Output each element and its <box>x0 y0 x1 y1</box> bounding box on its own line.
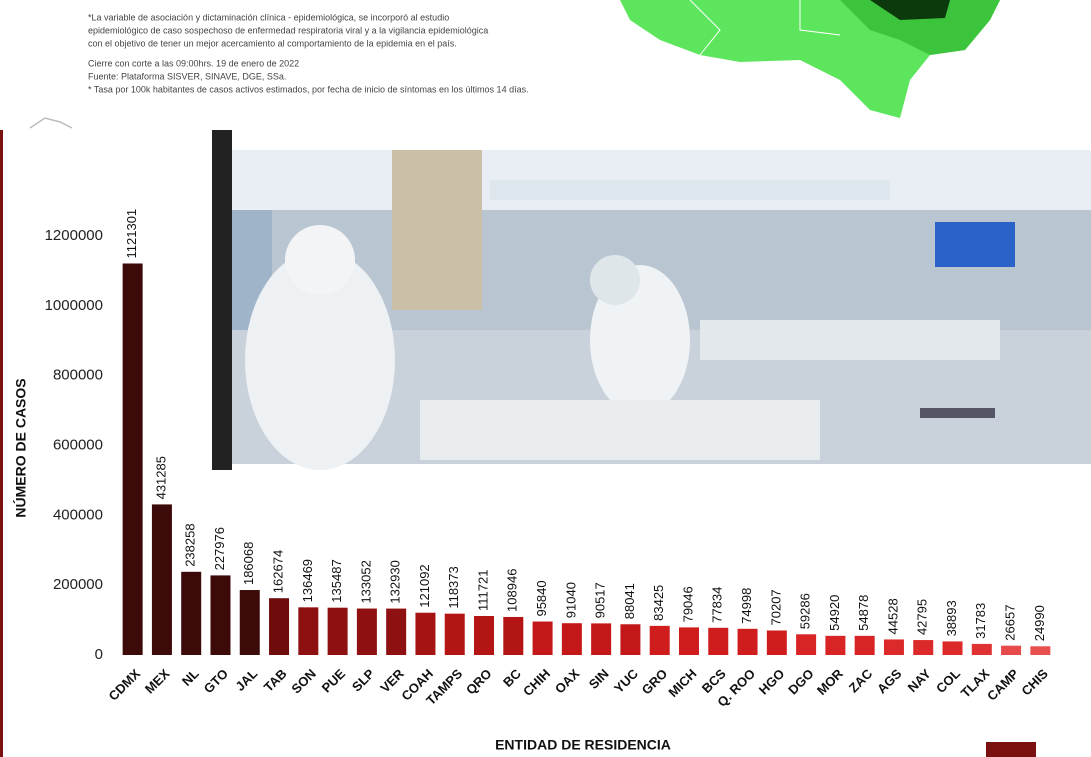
bar <box>151 504 172 655</box>
value-label: 54878 <box>856 595 871 631</box>
y-tick-label: 600000 <box>53 436 103 453</box>
value-label: 79046 <box>680 586 695 622</box>
value-label: 24990 <box>1032 605 1047 641</box>
value-label: 136469 <box>300 559 315 602</box>
y-tick-label: 1200000 <box>45 227 103 244</box>
y-axis-label: NÚMERO DE CASOS <box>12 378 29 517</box>
value-label: 1121301 <box>124 209 139 259</box>
bar <box>854 635 875 655</box>
bar <box>386 608 407 655</box>
annotation: *La variable de asociación y dictaminaci… <box>88 12 449 22</box>
map <box>620 0 1000 118</box>
bar <box>474 615 495 655</box>
left-border <box>0 130 3 757</box>
y-tick-label: 1000000 <box>45 297 103 314</box>
bar <box>1001 645 1022 655</box>
value-label: 118373 <box>446 566 461 608</box>
y-tick-label: 0 <box>95 646 103 663</box>
value-label: 88041 <box>622 583 637 619</box>
value-label: 31783 <box>973 603 988 639</box>
value-label: 26657 <box>1003 605 1018 641</box>
annotation: Cierre con corte a las 09:00hrs. 19 de e… <box>88 58 299 68</box>
decoration <box>29 117 73 129</box>
bar <box>561 623 582 655</box>
value-label: 91040 <box>563 582 578 618</box>
bar <box>883 639 904 655</box>
value-label: 83425 <box>651 585 666 621</box>
y-tick-label: 800000 <box>53 367 103 384</box>
value-label: 132930 <box>388 560 403 603</box>
value-label: 186068 <box>241 542 256 585</box>
value-label: 42795 <box>915 599 930 635</box>
bar <box>678 627 699 655</box>
x-axis-label: ENTIDAD DE RESIDENCIA <box>495 737 671 753</box>
annotation: epidemiológico de caso sospechoso de enf… <box>88 25 488 35</box>
value-label: 121092 <box>417 564 432 607</box>
bar <box>532 621 553 655</box>
bar <box>708 627 729 655</box>
value-label: 227976 <box>212 527 227 570</box>
bar <box>239 590 260 655</box>
bar <box>210 575 231 655</box>
bar <box>1030 646 1051 655</box>
annotation: Fuente: Plataforma SISVER, SINAVE, DGE, … <box>88 71 286 81</box>
bar <box>181 571 202 655</box>
bar <box>269 598 290 655</box>
bar <box>620 624 641 655</box>
bar <box>971 643 992 655</box>
value-label: 95840 <box>534 580 549 616</box>
y-tick-label: 400000 <box>53 506 103 523</box>
bar <box>444 613 465 655</box>
bar <box>356 608 377 655</box>
value-label: 54920 <box>827 595 842 631</box>
annotation: * Tasa por 100k habitantes de casos acti… <box>88 84 529 94</box>
value-label: 38893 <box>944 600 959 636</box>
value-label: 133052 <box>358 560 373 603</box>
value-label: 59286 <box>798 593 813 629</box>
value-label: 74998 <box>739 588 754 624</box>
value-label: 44528 <box>885 598 900 634</box>
value-label: 431285 <box>153 456 168 499</box>
photo <box>212 130 1091 470</box>
annotation: con el objetivo de tener un mejor acerca… <box>88 38 457 48</box>
value-label: 111721 <box>475 570 490 611</box>
bar <box>913 640 934 655</box>
bar <box>737 628 758 655</box>
bar <box>122 263 143 655</box>
page-tab <box>986 742 1036 757</box>
value-label: 135487 <box>329 559 344 602</box>
bar <box>591 623 612 655</box>
bar <box>415 612 436 655</box>
bar <box>942 641 963 655</box>
bar <box>796 634 817 655</box>
y-tick-label: 200000 <box>53 576 103 593</box>
bar <box>825 635 846 655</box>
bar <box>766 630 787 655</box>
value-label: 77834 <box>710 587 725 623</box>
value-label: 108946 <box>505 569 520 612</box>
bar <box>503 616 524 655</box>
value-label: 70207 <box>768 589 783 625</box>
bar <box>298 607 319 655</box>
bar <box>649 625 670 655</box>
value-label: 90517 <box>593 582 608 618</box>
bar <box>327 607 348 655</box>
value-label: 238258 <box>183 523 198 566</box>
value-label: 162674 <box>270 550 285 593</box>
